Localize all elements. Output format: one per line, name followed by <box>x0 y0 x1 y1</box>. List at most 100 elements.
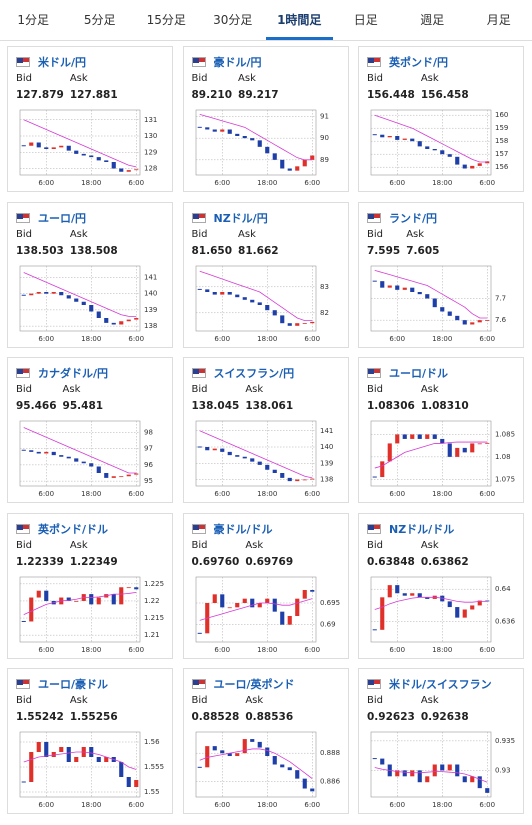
candle <box>59 455 64 457</box>
candle <box>470 165 475 169</box>
x-tick-label: 6:00 <box>214 179 230 187</box>
y-tick-label: 140 <box>320 443 333 451</box>
y-tick-label: 1.215 <box>144 614 164 622</box>
y-tick-label: 95 <box>144 477 153 485</box>
x-tick-label: 6:00 <box>38 646 54 654</box>
x-tick-label: 6:00 <box>214 646 230 654</box>
candle <box>111 476 116 478</box>
candle <box>455 156 460 165</box>
ask-column: Ask 89.217 <box>238 73 279 101</box>
candle <box>440 306 445 311</box>
bid-value: 138.503 <box>16 244 64 257</box>
bid-value: 7.595 <box>367 244 401 257</box>
tab[interactable]: 30分足 <box>213 13 253 27</box>
candle <box>44 742 49 757</box>
rate-card[interactable]: ユーロ/円 Bid 138.503 Ask 138.508 141 140 139 138 6:0… <box>7 201 173 348</box>
x-tick-label: 6:00 <box>38 801 54 809</box>
candle <box>264 464 269 470</box>
rate-card[interactable]: ランド/円 Bid 7.595 Ask 7.605 7.7 7.6 6:00 18:00 6:00 <box>358 201 524 348</box>
flag-icon <box>367 212 381 223</box>
quotes: Bid 127.879 Ask 127.881 <box>16 73 118 101</box>
plot-frame <box>19 576 141 642</box>
rate-card[interactable]: ユーロ/豪ドル Bid 1.55242 Ask 1.55256 1.56 1.555 1.55… <box>7 668 173 814</box>
candle <box>249 739 254 742</box>
moving-average <box>23 751 137 770</box>
tab[interactable]: 1分足 <box>17 13 50 27</box>
quotes: Bid 156.448 Ask 156.458 <box>367 73 469 101</box>
y-tick-label: 141 <box>320 427 333 435</box>
y-tick-label: 91 <box>320 113 329 121</box>
bid-column: Bid 0.88528 <box>192 695 240 723</box>
candle <box>432 149 437 151</box>
candle <box>279 159 284 169</box>
tab[interactable]: 週足 <box>420 13 445 27</box>
candle <box>402 138 407 140</box>
y-tick-label: 98 <box>144 428 153 436</box>
rate-card[interactable]: 米ドル/円 Bid 127.879 Ask 127.881 131 130 129 128 6:0… <box>7 46 173 192</box>
candle <box>89 155 94 158</box>
candle <box>417 592 422 597</box>
y-tick-label: 1.22 <box>144 596 160 604</box>
candle <box>410 138 415 142</box>
rate-card[interactable]: ユーロ/英ポンド Bid 0.88528 Ask 0.88536 0.888 0.886 6:… <box>182 668 349 814</box>
y-tick-label: 0.695 <box>320 599 340 607</box>
tab[interactable]: 1時間足 <box>266 0 333 40</box>
tab[interactable]: 5分足 <box>83 13 116 27</box>
rate-card[interactable]: 豪ドル/円 Bid 89.210 Ask 89.217 91 90 89 6:00 18:00 6:… <box>182 46 349 192</box>
rate-card[interactable]: カナダドル/円 Bid 95.466 Ask 95.481 98 97 96 95 6:00 18:… <box>7 357 173 503</box>
candle <box>227 753 232 757</box>
rate-card[interactable]: 英ポンド/ドル Bid 1.22339 Ask 1.22349 1.225 1.22 1.21… <box>7 512 173 659</box>
timeframe-tabs: 1分足 5分足 15分足 30分足 1時間足 日足 週足 月足 <box>0 0 532 41</box>
pair-name: NZドル/ドル <box>389 522 455 536</box>
moving-average <box>23 271 137 317</box>
card-header: NZドル/ドル <box>367 521 454 537</box>
plot-frame <box>195 731 316 798</box>
x-tick-label: 6:00 <box>389 801 405 809</box>
quotes: Bid 81.650 Ask 81.662 <box>192 229 279 257</box>
ask-column: Ask 0.88536 <box>245 695 293 723</box>
x-tick-label: 6:00 <box>479 490 495 498</box>
bid-column: Bid 89.210 <box>192 73 233 101</box>
y-tick-label: 7.6 <box>495 316 507 324</box>
y-tick-label: 128 <box>144 165 157 173</box>
quotes: Bid 0.92623 Ask 0.92638 <box>367 695 469 723</box>
candle <box>462 776 467 783</box>
quotes: Bid 0.63848 Ask 0.63862 <box>367 540 469 568</box>
rate-card[interactable]: ユーロ/ドル Bid 1.08306 Ask 1.08310 1.085 1.08 1.075… <box>358 357 524 503</box>
candle <box>204 447 209 451</box>
x-tick-label: 18:00 <box>81 646 101 654</box>
ask-column: Ask 1.55256 <box>70 695 118 723</box>
candle <box>279 611 284 625</box>
candle <box>264 146 269 154</box>
candle <box>119 476 124 478</box>
x-tick-label: 18:00 <box>257 490 277 498</box>
plot-frame <box>19 420 141 487</box>
y-tick-label: 0.64 <box>495 585 511 593</box>
rate-card[interactable]: NZドル/ドル Bid 0.63848 Ask 0.63862 0.64 0.636 6:00… <box>358 512 524 659</box>
ask-label: Ask <box>245 384 264 395</box>
y-tick-label: 0.93 <box>495 766 511 774</box>
pair-name: スイスフラン/円 <box>213 367 295 380</box>
candle <box>264 598 269 603</box>
tab[interactable]: 月足 <box>486 13 511 27</box>
candle <box>89 304 94 311</box>
candle <box>126 474 131 477</box>
candle <box>134 317 139 320</box>
rate-card[interactable]: 豪ドル/ドル Bid 0.69760 Ask 0.69769 0.695 0.69 6:00 1… <box>182 512 349 659</box>
candle <box>212 448 217 451</box>
ask-label: Ask <box>420 539 439 551</box>
candle <box>425 146 430 149</box>
candle <box>395 434 400 444</box>
rate-card[interactable]: 英ポンド/円 Bid 156.448 Ask 156.458 160 159 158 157 15… <box>358 46 524 192</box>
rate-card[interactable]: 米ドル/スイスフラン Bid 0.92623 Ask 0.92638 0.935 0.93 6… <box>358 668 524 814</box>
tab[interactable]: 15分足 <box>146 13 186 27</box>
candle <box>212 291 217 295</box>
rate-card[interactable]: NZドル/円 Bid 81.650 Ask 81.662 83 82 6:00 18:00 6:0… <box>182 201 349 348</box>
tab[interactable]: 日足 <box>353 13 378 27</box>
rate-card[interactable]: スイスフラン/円 Bid 138.045 Ask 138.061 141 140 139 138… <box>182 357 349 503</box>
quotes: Bid 0.88528 Ask 0.88536 <box>192 695 294 723</box>
candle <box>74 757 79 762</box>
mini-chart: 0.695 0.69 6:00 18:00 6:00 <box>195 576 340 654</box>
candle <box>462 319 467 324</box>
flag-icon <box>367 679 381 689</box>
